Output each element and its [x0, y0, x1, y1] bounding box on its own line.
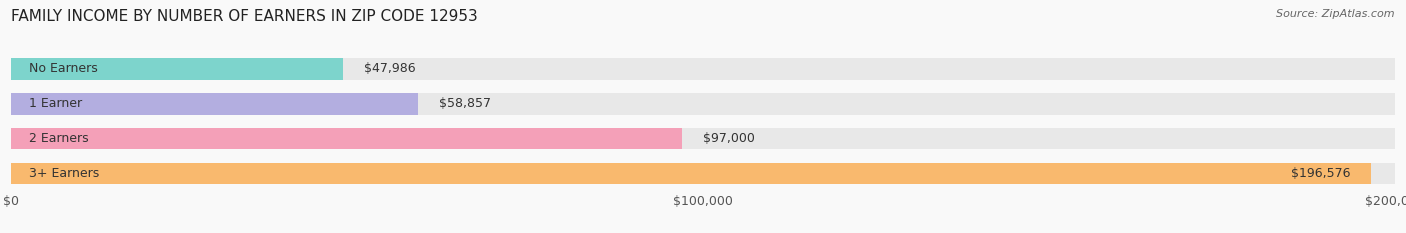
- Text: $97,000: $97,000: [703, 132, 755, 145]
- Text: FAMILY INCOME BY NUMBER OF EARNERS IN ZIP CODE 12953: FAMILY INCOME BY NUMBER OF EARNERS IN ZI…: [11, 9, 478, 24]
- Bar: [11, 58, 343, 80]
- Text: $58,857: $58,857: [439, 97, 491, 110]
- Text: $196,576: $196,576: [1291, 167, 1350, 180]
- Bar: [11, 163, 1395, 185]
- Bar: [11, 93, 1395, 115]
- Text: Source: ZipAtlas.com: Source: ZipAtlas.com: [1277, 9, 1395, 19]
- Bar: [11, 93, 419, 115]
- Bar: [11, 163, 1371, 185]
- Text: No Earners: No Earners: [28, 62, 97, 75]
- Text: $47,986: $47,986: [364, 62, 416, 75]
- Bar: [11, 128, 682, 150]
- Text: 2 Earners: 2 Earners: [28, 132, 89, 145]
- Text: 1 Earner: 1 Earner: [28, 97, 82, 110]
- Text: 3+ Earners: 3+ Earners: [28, 167, 98, 180]
- Bar: [11, 58, 1395, 80]
- Bar: [11, 128, 1395, 150]
